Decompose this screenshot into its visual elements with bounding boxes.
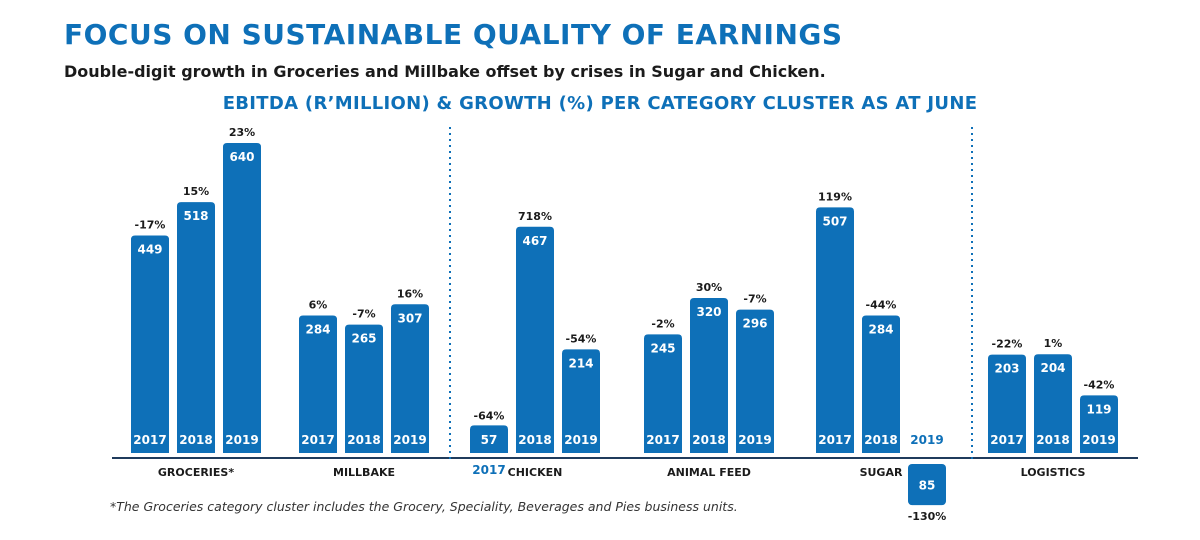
value-label: 320 (696, 305, 721, 319)
value-label: 640 (229, 150, 254, 164)
category-label: SUGAR (860, 466, 903, 479)
growth-label: 1% (1044, 337, 1063, 350)
year-label: 2017 (818, 433, 851, 447)
year-label: 2018 (518, 433, 551, 447)
growth-label: 119% (818, 190, 852, 203)
value-label: 296 (742, 317, 767, 331)
category-label: LOGISTICS (1021, 466, 1086, 479)
value-label: 214 (568, 356, 593, 370)
growth-label: -42% (1084, 378, 1115, 391)
year-label: 2017 (990, 433, 1023, 447)
year-label: 2019 (393, 433, 426, 447)
growth-label: -7% (352, 308, 375, 321)
bar (562, 349, 600, 453)
bar (223, 143, 261, 453)
growth-label: -130% (908, 510, 947, 523)
bar (736, 309, 774, 453)
growth-label: 718% (518, 210, 552, 223)
growth-label: 16% (397, 287, 423, 300)
value-label: 307 (397, 311, 422, 325)
year-label: 2018 (179, 433, 212, 447)
value-label: 119 (1086, 402, 1111, 416)
bar (862, 315, 900, 453)
page-title: FOCUS ON SUSTAINABLE QUALITY OF EARNINGS (64, 18, 843, 51)
bar (1034, 354, 1072, 453)
year-label: 2018 (864, 433, 897, 447)
growth-label: 23% (229, 126, 255, 139)
footnote: *The Groceries category cluster includes… (110, 499, 738, 514)
bar (299, 315, 337, 453)
value-label: 284 (305, 322, 330, 336)
category-label: ANIMAL FEED (667, 466, 751, 479)
bar (988, 354, 1026, 453)
growth-label: 6% (309, 298, 328, 311)
bar (470, 425, 508, 453)
bar (1080, 395, 1118, 453)
bar (391, 304, 429, 453)
bar (644, 334, 682, 453)
value-label: 57 (481, 433, 498, 447)
category-label: MILLBAKE (333, 466, 395, 479)
year-label: 2019 (910, 433, 943, 447)
chart-title: EBITDA (R’MILLION) & GROWTH (%) PER CATE… (222, 93, 978, 114)
value-label: 467 (522, 234, 547, 248)
value-label: 284 (868, 322, 893, 336)
year-label: 2017 (133, 433, 166, 447)
growth-label: -54% (566, 332, 597, 345)
value-label: 203 (994, 362, 1019, 376)
value-label: 245 (650, 341, 675, 355)
year-label: 2019 (225, 433, 258, 447)
bar (908, 464, 946, 506)
growth-label: -44% (866, 298, 897, 311)
year-label: 2017 (646, 433, 679, 447)
year-label: 2017 (472, 463, 505, 477)
bar (177, 202, 215, 453)
year-label: 2018 (692, 433, 725, 447)
value-label: 265 (351, 332, 376, 346)
category-label: CHICKEN (508, 466, 563, 479)
year-label: 2019 (738, 433, 771, 447)
bar (816, 207, 854, 453)
value-label: 518 (183, 209, 208, 223)
value-label: 204 (1040, 361, 1065, 375)
bar (131, 235, 169, 453)
growth-label: -22% (992, 338, 1023, 351)
page-subtitle: Double-digit growth in Groceries and Mil… (64, 62, 826, 81)
year-label: 2018 (1036, 433, 1069, 447)
year-label: 2018 (347, 433, 380, 447)
year-label: 2019 (564, 433, 597, 447)
year-label: 2019 (1082, 433, 1115, 447)
category-label: GROCERIES* (158, 466, 234, 479)
bar (690, 298, 728, 453)
growth-label: -2% (651, 317, 674, 330)
bar (345, 324, 383, 453)
growth-label: 30% (696, 281, 722, 294)
bar (516, 226, 554, 453)
growth-label: 15% (183, 185, 209, 198)
growth-label: -17% (135, 219, 166, 232)
year-label: 2017 (301, 433, 334, 447)
value-label: 507 (822, 214, 847, 228)
value-label: 85 (919, 479, 936, 493)
growth-label: -64% (474, 409, 505, 422)
value-label: 449 (137, 243, 162, 257)
growth-label: -7% (743, 293, 766, 306)
